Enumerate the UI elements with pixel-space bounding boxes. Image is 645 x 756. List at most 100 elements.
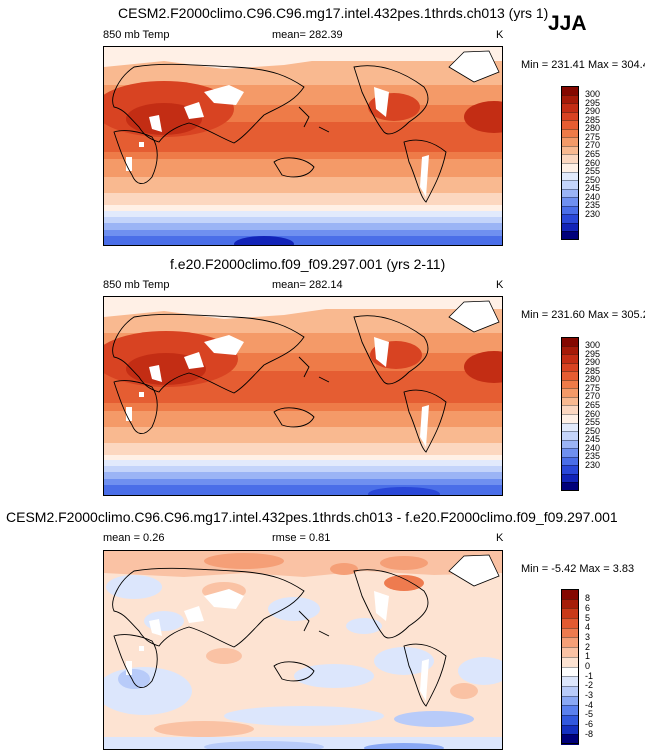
colorbar-segment (561, 222, 579, 232)
panel-3-title: CESM2.F2000climo.C96.C96.mg17.intel.432p… (6, 509, 618, 525)
colorbar-tick-label: -5 (585, 709, 594, 720)
colorbar-segment (561, 422, 579, 432)
panel-3-colorbar (561, 589, 579, 745)
colorbar-tick-label: 275 (585, 131, 601, 142)
colorbar-tick-label: -8 (585, 728, 594, 739)
colorbar-segment (561, 171, 579, 181)
panel-2-title: f.e20.F2000climo.f09_f09.297.001 (yrs 2-… (170, 256, 446, 272)
panel-2-colorbar (561, 337, 579, 492)
colorbar-tick-label: 0 (585, 661, 591, 671)
colorbar-segment (561, 337, 579, 347)
panel-2-temperature-field (104, 297, 502, 495)
colorbar-segment (561, 345, 579, 355)
colorbar-tick-label: 6 (585, 602, 591, 613)
colorbar-tick-label: 8 (585, 593, 591, 604)
colorbar-segment (561, 379, 579, 389)
colorbar-segment (561, 589, 579, 600)
colorbar-tick-label: 285 (585, 114, 601, 125)
colorbar-tick-label: 260 (585, 157, 601, 168)
colorbar-frame (561, 589, 579, 744)
colorbar-segment (561, 111, 579, 121)
panel-3-rmse-label: rmse = 0.81 (272, 532, 331, 544)
colorbar-segment (561, 137, 579, 147)
panel-3-units-label: K (496, 532, 504, 544)
colorbar-segment (561, 414, 579, 424)
panel-3-difference-field (104, 551, 502, 749)
colorbar-segment (561, 656, 579, 667)
colorbar-segment (561, 145, 579, 155)
panel-2-mean-label: mean= 282.14 (272, 279, 343, 291)
colorbar-tick-label: 2 (585, 641, 591, 652)
colorbar-tick-label: -3 (585, 690, 594, 701)
panel-1-variable-label: 850 mb Temp (103, 29, 170, 41)
colorbar-tick-label: 280 (585, 123, 601, 134)
colorbar-tick-label: 255 (585, 166, 601, 177)
panel-1-colorbar (561, 86, 579, 241)
colorbar-segment (561, 666, 579, 677)
colorbar-segment (561, 714, 579, 726)
colorbar-segment (561, 405, 579, 415)
colorbar-segment (561, 188, 579, 198)
colorbar-segment (561, 456, 579, 466)
colorbar-tick-label: 240 (585, 191, 601, 202)
colorbar-segment (561, 354, 579, 364)
colorbar-segment (561, 94, 579, 104)
panel-1-units-label: K (496, 29, 504, 41)
panel-2-variable-label: 850 mb Temp (103, 279, 170, 291)
colorbar-tick-label: 290 (585, 357, 601, 368)
colorbar-frame (561, 337, 579, 491)
colorbar-tick-label: 235 (585, 200, 601, 211)
colorbar-segment (561, 473, 579, 483)
colorbar-segment (561, 154, 579, 164)
colorbar-segment (561, 724, 579, 735)
colorbar-tick-label: 295 (585, 97, 601, 108)
colorbar-tick-label: 245 (585, 183, 601, 194)
colorbar-tick-label: 270 (585, 140, 601, 151)
colorbar-tick-label: 275 (585, 382, 601, 393)
colorbar-segment (561, 128, 579, 138)
colorbar-tick-label: 235 (585, 451, 601, 462)
colorbar-segment (561, 465, 579, 475)
panel-1-map (103, 46, 503, 246)
colorbar-tick-label: 295 (585, 348, 601, 359)
colorbar-segment (561, 163, 579, 173)
colorbar-segment (561, 103, 579, 113)
colorbar-tick-label: 3 (585, 631, 591, 642)
colorbar-tick-label: -1 (585, 670, 594, 681)
colorbar-tick-label: 255 (585, 417, 601, 428)
colorbar-segment (561, 197, 579, 207)
colorbar-tick-label: 1 (585, 651, 591, 662)
colorbar-segment (561, 734, 579, 745)
panel-1-temperature-field (104, 47, 502, 245)
panel-1-mean-label: mean= 282.39 (272, 29, 343, 41)
colorbar-segment (561, 695, 579, 706)
panel-1-minmax-label: Min = 231.41 Max = 304.44 (521, 59, 645, 71)
colorbar-segment (561, 180, 579, 190)
colorbar-tick-label: 280 (585, 374, 601, 385)
colorbar-tick-label: 290 (585, 106, 601, 117)
panel-1-title: CESM2.F2000climo.C96.C96.mg17.intel.432p… (118, 5, 549, 21)
colorbar-tick-label: 250 (585, 174, 601, 185)
colorbar-tick-label: 260 (585, 408, 601, 419)
colorbar-segment (561, 618, 579, 629)
colorbar-segment (561, 214, 579, 224)
panel-3-minmax-label: Min = -5.42 Max = 3.83 (521, 563, 635, 575)
colorbar-segment (561, 685, 579, 697)
colorbar-tick-label: 4 (585, 622, 591, 633)
colorbar-tick-label: 265 (585, 399, 601, 410)
colorbar-frame (561, 86, 579, 240)
colorbar-segment (561, 371, 579, 381)
season-label: JJA (548, 12, 587, 35)
colorbar-segment (561, 448, 579, 458)
colorbar-tick-label: 240 (585, 442, 601, 453)
colorbar-segment (561, 205, 579, 215)
colorbar-tick-label: 230 (585, 208, 601, 219)
colorbar-segment (561, 608, 579, 619)
panel-2-units-label: K (496, 279, 504, 291)
colorbar-segment (561, 482, 579, 492)
panel-3-mean-label: mean = 0.26 (103, 532, 165, 544)
colorbar-segment (561, 676, 579, 687)
colorbar-tick-label: 230 (585, 459, 601, 470)
colorbar-segment (561, 627, 579, 638)
colorbar-segment (561, 647, 579, 658)
